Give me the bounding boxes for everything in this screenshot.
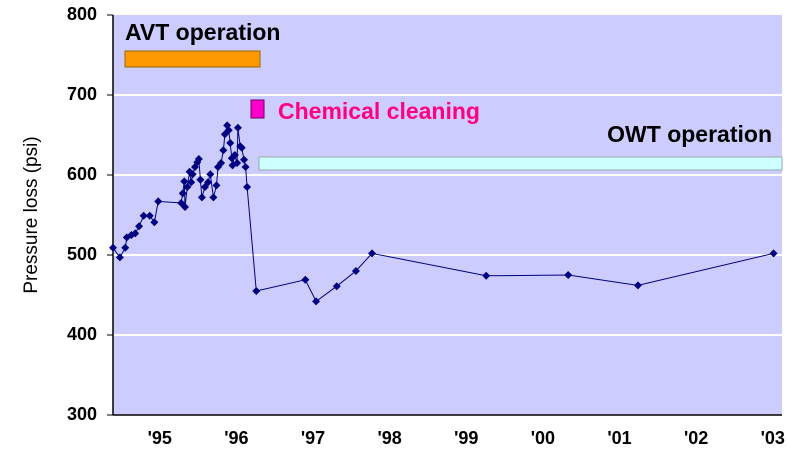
marker [209, 193, 218, 202]
x-tick-label: '97 [301, 428, 325, 448]
marker [121, 243, 130, 252]
marker [332, 282, 341, 291]
marker [769, 249, 778, 258]
marker [145, 211, 154, 220]
marker [351, 267, 360, 275]
x-tick-label: '00 [531, 428, 555, 448]
marker [135, 222, 144, 231]
marker [224, 126, 233, 135]
marker [194, 155, 203, 163]
y-tick-label: 600 [67, 164, 97, 184]
marker [131, 229, 140, 238]
marker [183, 183, 192, 191]
marker [204, 178, 213, 187]
plot-area [113, 15, 782, 415]
marker [212, 181, 221, 190]
x-tick-label: '95 [148, 428, 172, 448]
marker [252, 287, 261, 295]
period-bar [124, 50, 261, 68]
marker [196, 175, 205, 184]
marker [197, 193, 206, 202]
x-tick-label: '03 [761, 428, 785, 448]
marker [139, 211, 148, 220]
marker [178, 189, 187, 198]
line [112, 123, 774, 303]
marker [181, 203, 190, 211]
marker [180, 177, 189, 186]
y-axis-label: Pressure loss (psi) [21, 136, 42, 293]
marker [564, 271, 573, 279]
y-tick-label: 700 [67, 84, 97, 104]
marker [243, 183, 252, 191]
x-tick-label: '98 [377, 428, 401, 448]
marker [240, 155, 249, 164]
annotation: Chemical cleaning [278, 98, 480, 124]
annotation: OWT operation [607, 121, 772, 147]
marker [217, 159, 226, 167]
marker [226, 139, 235, 147]
marker [301, 275, 310, 284]
marker [188, 170, 197, 179]
marker [633, 281, 642, 290]
marker [312, 297, 321, 306]
marker [187, 178, 196, 187]
marker [233, 123, 242, 132]
y-tick-label: 400 [67, 324, 97, 344]
marker [206, 170, 215, 179]
marker [154, 197, 163, 206]
marker [241, 163, 250, 171]
x-tick-label: '01 [607, 428, 631, 448]
marker [368, 249, 377, 258]
x-tick-label: '99 [454, 428, 478, 448]
x-tick-label: '96 [224, 428, 248, 448]
marker [482, 271, 491, 280]
marker [230, 151, 239, 159]
marker [237, 143, 246, 152]
marker [115, 253, 124, 262]
marker [233, 159, 242, 167]
y-tick-label: 500 [67, 244, 97, 264]
marker [109, 243, 117, 252]
period-bar [250, 99, 265, 119]
marker [150, 218, 159, 227]
marker [219, 146, 228, 155]
y-tick-label: 800 [67, 4, 97, 24]
annotation: AVT operation [125, 19, 280, 45]
period-bar [258, 156, 783, 171]
x-tick-label: '02 [684, 428, 708, 448]
grid [113, 94, 782, 336]
y-tick-label: 300 [67, 404, 97, 424]
